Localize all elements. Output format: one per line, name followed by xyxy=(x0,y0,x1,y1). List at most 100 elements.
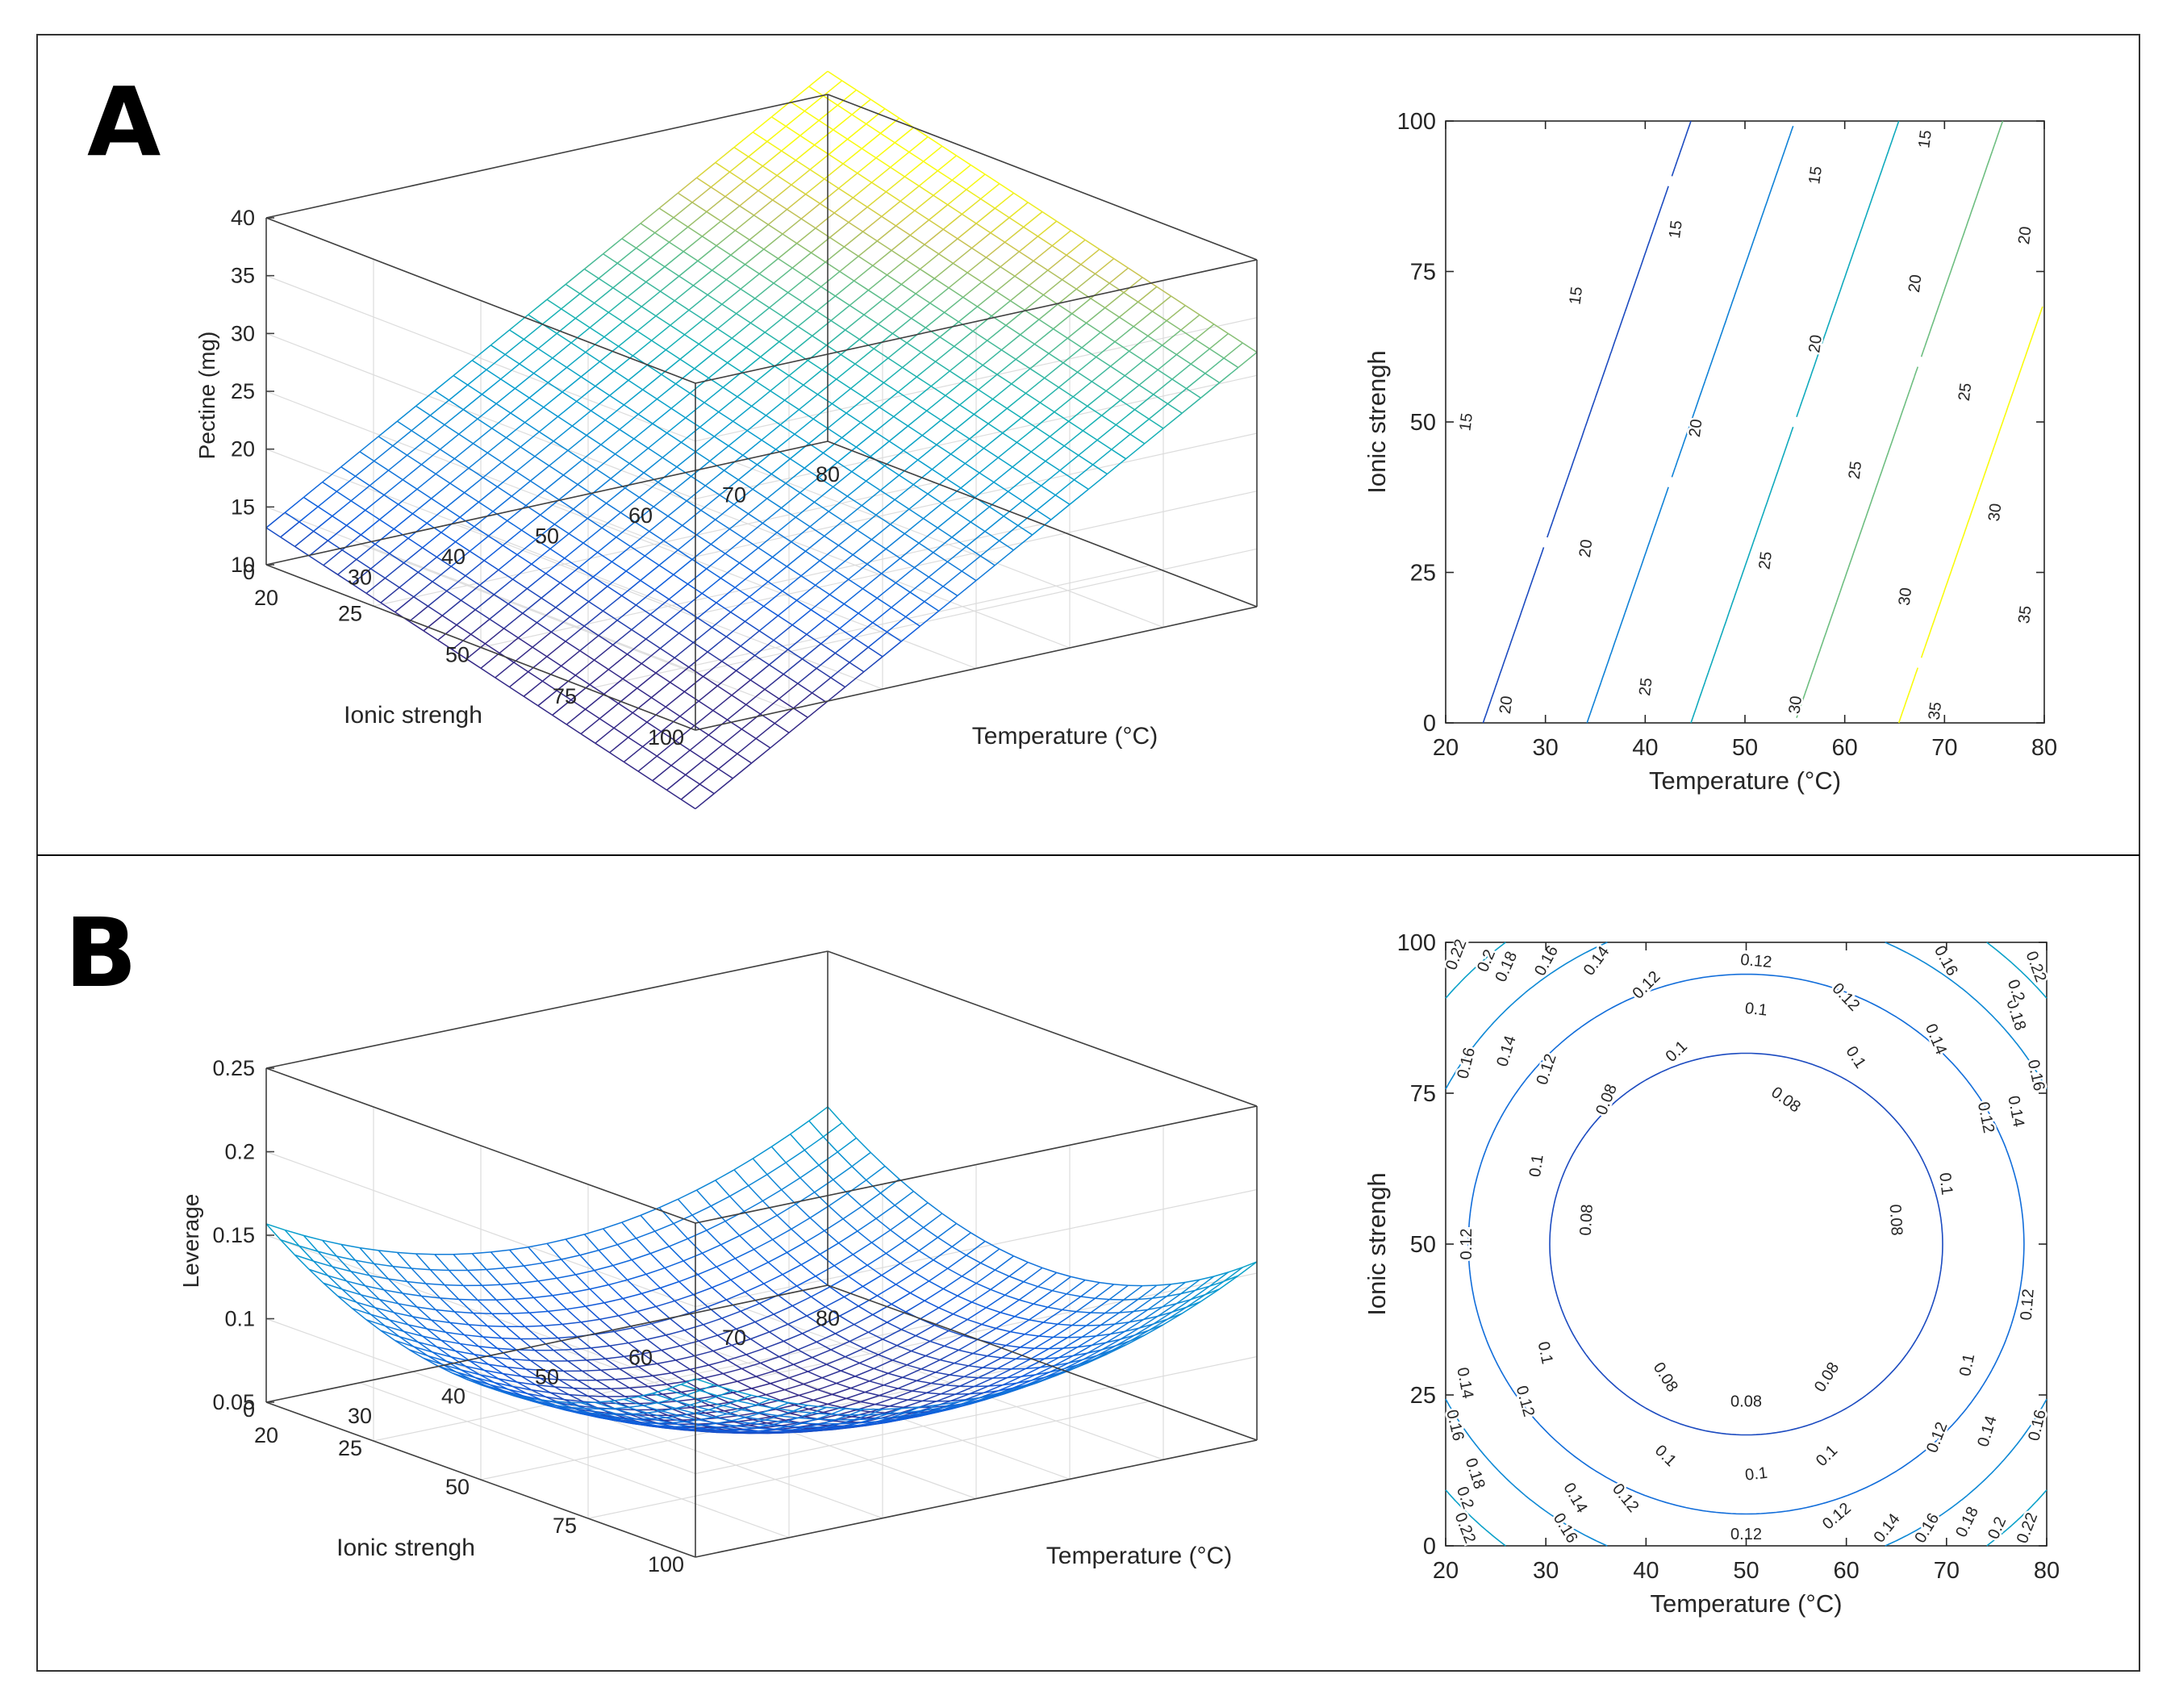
surface-mesh-line xyxy=(265,527,282,538)
surface-mesh-line xyxy=(1051,1276,1071,1292)
surface-mesh-line xyxy=(745,347,762,358)
surface-mesh-line xyxy=(968,355,983,366)
surface-mesh-line xyxy=(970,164,986,175)
surface-mesh-line xyxy=(869,1372,889,1382)
surface-mesh-line xyxy=(852,197,868,208)
surface-mesh-line xyxy=(689,750,705,761)
surface-mesh-line xyxy=(981,281,997,292)
surface-mesh-line xyxy=(691,558,708,570)
surface-mesh-line xyxy=(994,1255,1014,1271)
axis-frame-edge xyxy=(265,1067,696,1224)
surface-mesh-line xyxy=(809,511,829,528)
surface-mesh-line xyxy=(745,1283,765,1293)
surface-mesh-line xyxy=(398,1303,418,1308)
surface-mesh-line xyxy=(953,262,968,274)
surface-mesh-line xyxy=(887,631,902,642)
surface-mesh-line xyxy=(1156,286,1172,297)
surface-mesh-line xyxy=(399,587,415,598)
panel-letter-b: B xyxy=(65,897,137,1009)
surface-mesh-line xyxy=(1119,316,1134,328)
surface-mesh-line xyxy=(638,1363,657,1368)
surface-mesh-line xyxy=(566,1401,586,1409)
surface-mesh-line xyxy=(775,433,795,450)
surface-mesh-line xyxy=(455,541,470,552)
surface-mesh-line xyxy=(982,364,998,375)
surface-mesh-line xyxy=(679,716,695,727)
surface-mesh-line xyxy=(721,645,741,662)
surface-mesh-line xyxy=(1062,1309,1077,1313)
surface-mesh-line xyxy=(1077,356,1097,373)
surface-mesh-line xyxy=(950,1365,969,1376)
grid-line xyxy=(480,523,1043,649)
surface-mesh-line xyxy=(533,357,553,374)
surface-mesh-line xyxy=(495,677,510,688)
surface-mesh-line xyxy=(524,1326,540,1339)
surface-mesh-line xyxy=(734,215,755,232)
surface-mesh-line xyxy=(648,1385,663,1395)
surface-mesh-line xyxy=(599,718,615,729)
surface-mesh-line xyxy=(716,230,736,247)
surface-mesh-line xyxy=(340,466,356,477)
surface-mesh-line xyxy=(615,1377,634,1380)
surface-mesh-line xyxy=(1062,1336,1083,1349)
surface-mesh-line xyxy=(764,674,784,691)
y-tick-label: 0 xyxy=(243,560,255,584)
surface-mesh-line xyxy=(697,244,717,261)
surface-mesh-line xyxy=(774,708,794,725)
surface-mesh-line xyxy=(820,1242,839,1255)
surface-mesh-line xyxy=(598,1243,618,1251)
surface-mesh-line xyxy=(474,609,490,620)
surface-mesh-line xyxy=(914,566,929,578)
surface-mesh-line xyxy=(303,1234,323,1242)
surface-mesh-line xyxy=(885,1252,901,1264)
surface-mesh-line xyxy=(614,1327,633,1333)
surface-mesh-line xyxy=(1050,503,1071,520)
surface-mesh-line xyxy=(570,327,591,344)
surface-mesh-line xyxy=(1118,301,1139,318)
contour-label: 30 xyxy=(1896,587,1916,607)
surface-mesh-line xyxy=(701,578,721,595)
surface-mesh-line xyxy=(511,480,531,497)
surface-mesh-line xyxy=(505,1326,521,1340)
surface-mesh-line xyxy=(1100,316,1120,333)
surface-mesh-line xyxy=(1025,1358,1046,1370)
surface-mesh-line xyxy=(905,1409,925,1414)
surface-mesh-line xyxy=(581,1318,600,1323)
surface-mesh-line xyxy=(1008,475,1028,492)
surface-mesh-line xyxy=(670,1368,691,1374)
surface-mesh-line xyxy=(728,513,749,530)
surface-mesh-line xyxy=(793,708,808,718)
surface-mesh-line xyxy=(844,1285,863,1298)
surface-mesh-line xyxy=(926,410,941,421)
surface-mesh-line xyxy=(574,591,590,603)
surface-mesh-line xyxy=(561,391,578,403)
surface-mesh-line xyxy=(701,220,722,237)
surface-mesh-line xyxy=(481,378,502,395)
surface-mesh-line xyxy=(918,185,934,196)
surface-mesh-line xyxy=(890,1229,905,1242)
surface-mesh-line xyxy=(983,432,1004,449)
surface-mesh-line xyxy=(1000,251,1020,268)
surface-mesh-line xyxy=(902,1368,922,1378)
surface-mesh-line xyxy=(776,174,792,186)
axis-frame-edge xyxy=(695,1439,1258,1558)
surface-mesh-line xyxy=(1104,307,1120,318)
surface-mesh-line xyxy=(795,159,811,170)
surface-mesh-line xyxy=(509,1249,524,1267)
surface-mesh-line xyxy=(908,425,923,436)
surface-mesh-line xyxy=(1204,373,1221,384)
surface-mesh-line xyxy=(1086,322,1101,333)
surface-mesh-line xyxy=(1054,396,1074,413)
surface-mesh-line xyxy=(754,1427,774,1430)
surface-mesh-line xyxy=(660,275,680,292)
surface-mesh-line xyxy=(752,132,768,143)
surface-mesh-line xyxy=(622,1297,638,1313)
surface-mesh-line xyxy=(562,474,578,486)
surface-mesh-line xyxy=(530,1359,545,1372)
surface-mesh-line xyxy=(736,298,756,315)
surface-mesh-line xyxy=(403,562,419,573)
surface-mesh-line xyxy=(1208,332,1229,349)
axis-frame-edge xyxy=(695,259,1258,384)
surface-mesh-line xyxy=(691,475,706,487)
surface-mesh-line xyxy=(425,424,445,441)
